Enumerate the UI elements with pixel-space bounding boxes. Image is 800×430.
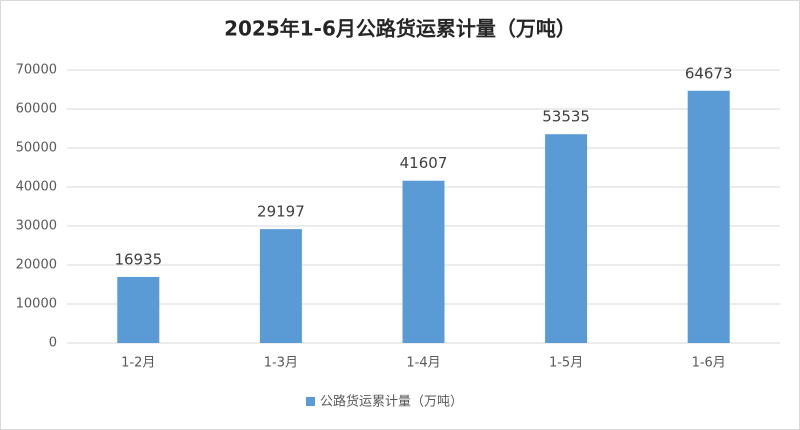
- legend-label: 公路货运累计量（万吨）: [320, 394, 463, 410]
- bar: [687, 90, 730, 343]
- y-tick-label: 40000: [16, 180, 57, 195]
- x-tick-label: 1-5月: [549, 356, 583, 371]
- chart-title: 2025年1-6月公路货运累计量（万吨）: [224, 17, 576, 41]
- y-tick-label: 50000: [16, 141, 57, 156]
- data-label: 53535: [542, 108, 590, 126]
- y-tick-label: 10000: [16, 297, 57, 312]
- x-tick-label: 1-6月: [692, 356, 726, 371]
- x-tick-label: 1-4月: [406, 356, 440, 371]
- x-tick-label: 1-3月: [264, 356, 298, 371]
- y-tick-label: 0: [49, 336, 57, 351]
- data-label: 29197: [257, 203, 305, 221]
- bar: [402, 180, 445, 343]
- data-label: 16935: [114, 250, 162, 268]
- bar: [545, 134, 588, 343]
- y-tick-label: 30000: [16, 219, 57, 234]
- y-tick-label: 20000: [16, 258, 57, 273]
- x-tick-label: 1-2月: [121, 356, 155, 371]
- y-tick-label: 60000: [16, 102, 57, 117]
- data-label: 41607: [400, 154, 448, 172]
- data-label: 64673: [685, 64, 733, 82]
- bar: [117, 276, 160, 343]
- bar: [259, 229, 302, 343]
- y-tick-label: 70000: [16, 63, 57, 78]
- legend-swatch: [306, 397, 315, 406]
